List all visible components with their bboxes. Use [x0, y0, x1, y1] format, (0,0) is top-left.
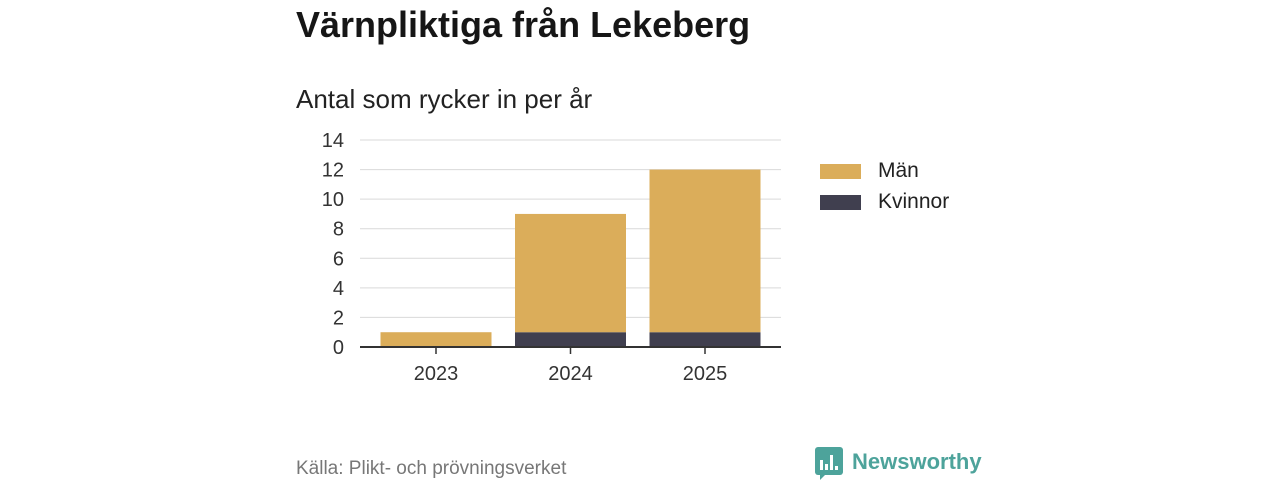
brand-name: Newsworthy	[852, 449, 982, 474]
bar-kvinnor-2025	[649, 332, 761, 347]
x-tick-label-2025: 2025	[683, 363, 728, 385]
x-tick-label-2023: 2023	[414, 363, 459, 385]
bar-man-2025	[649, 169, 761, 333]
y-tick-label-14: 14	[322, 130, 344, 152]
bar-kvinnor-2024	[515, 332, 626, 347]
y-tick-label-4: 4	[333, 278, 344, 300]
legend-swatch-women	[820, 194, 861, 210]
legend-item-women: Kvinnor	[820, 190, 949, 214]
x-tick-label-2024: 2024	[548, 363, 593, 385]
bar-man-2023	[380, 332, 492, 347]
legend-label-women: Kvinnor	[878, 190, 950, 213]
stacked-bar-chart: 0 2 4 6 8 10 12 14 2023 2024 2025	[322, 130, 781, 385]
source-note: Källa: Plikt- och prövningsverket	[296, 458, 567, 479]
y-tick-label-12: 12	[322, 160, 344, 182]
chart-subtitle: Antal som rycker in per år	[296, 84, 593, 114]
bar-man-2024	[515, 213, 626, 333]
newsworthy-logo-link[interactable]: Newsworthy	[814, 446, 989, 480]
y-tick-label-8: 8	[333, 219, 344, 241]
y-tick-label-0: 0	[333, 337, 344, 359]
legend-label-men: Män	[878, 159, 919, 182]
y-tick-label-2: 2	[333, 307, 344, 329]
y-tick-label-10: 10	[322, 189, 344, 211]
legend-swatch-men	[820, 163, 861, 179]
legend-item-men: Män	[820, 159, 919, 183]
chart-title: Värnpliktiga från Lekeberg	[296, 4, 751, 45]
newsworthy-logo-icon	[815, 447, 843, 480]
y-tick-label-6: 6	[333, 248, 344, 270]
